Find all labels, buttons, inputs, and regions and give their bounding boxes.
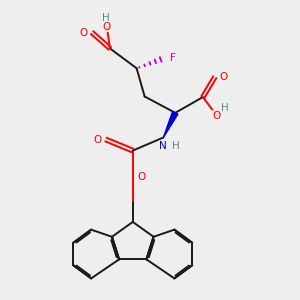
Polygon shape (164, 112, 178, 137)
Text: F: F (170, 53, 176, 64)
Text: O: O (219, 72, 227, 82)
Text: O: O (213, 111, 221, 121)
Text: N: N (160, 141, 167, 151)
Text: O: O (103, 22, 111, 32)
Text: H: H (172, 141, 180, 151)
Text: O: O (93, 135, 101, 145)
Text: O: O (138, 172, 146, 182)
Text: O: O (80, 28, 88, 38)
Text: H: H (102, 13, 110, 23)
Text: H: H (221, 103, 229, 113)
